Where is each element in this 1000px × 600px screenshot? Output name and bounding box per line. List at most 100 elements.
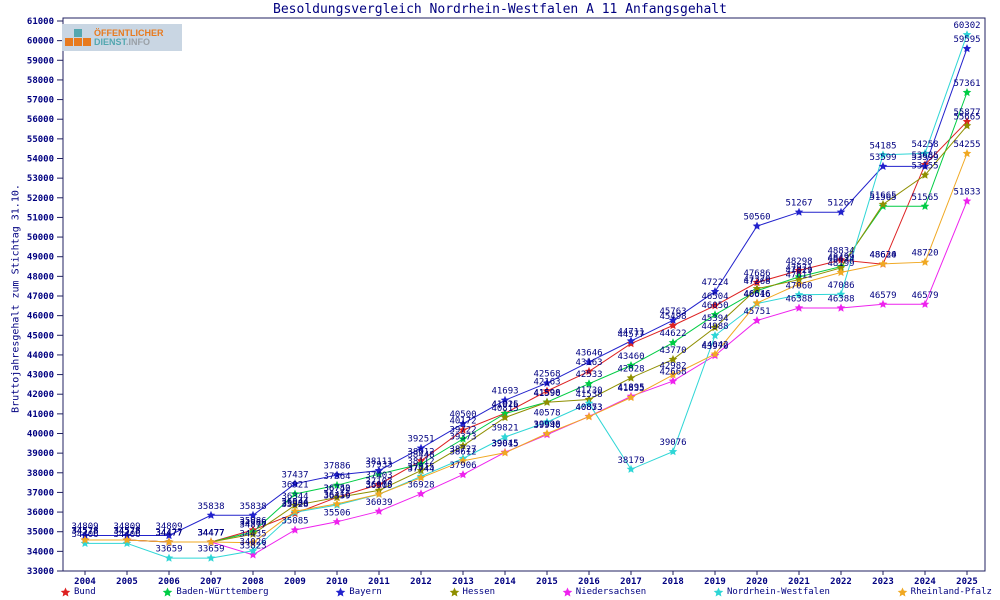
data-point xyxy=(626,361,636,370)
legend-item-hessen: Hessen xyxy=(449,587,495,598)
data-point-label: 39251 xyxy=(407,435,434,445)
data-point-label: 34477 xyxy=(155,528,182,538)
data-point xyxy=(668,376,678,385)
y-tick-label: 61000 xyxy=(27,17,54,27)
data-point-label: 34578 xyxy=(71,527,98,537)
data-point-label: 53155 xyxy=(911,162,938,172)
data-point-label: 37815 xyxy=(407,463,434,473)
x-tick-label: 2024 xyxy=(914,577,936,587)
series-labels-bayern: 34809 34809 34809 35838 35838 37437 37886 38111… xyxy=(71,35,980,532)
data-point-label: 39045 xyxy=(491,439,518,449)
legend-item-niedersachsen: Niedersachsen xyxy=(562,587,646,598)
data-point-label: 38448 xyxy=(407,450,434,460)
data-point xyxy=(374,506,384,515)
data-point-label: 35085 xyxy=(281,517,308,527)
logo-text: ÖFFENTLICHER DIENST.INFO xyxy=(94,27,164,47)
y-tick-label: 53000 xyxy=(27,174,54,184)
data-point xyxy=(584,379,594,388)
data-point-label: 40853 xyxy=(575,403,602,413)
data-point xyxy=(374,480,384,489)
data-point-label: 37403 xyxy=(365,471,392,481)
data-point-label: 34809 xyxy=(155,522,182,532)
data-point-label: 36750 xyxy=(323,484,350,494)
y-tick-label: 57000 xyxy=(27,96,54,106)
data-point-label: 37906 xyxy=(449,461,476,471)
y-axis-label: Bruttojahresgehalt zum Stichtag 31.10. xyxy=(10,184,22,413)
data-point xyxy=(500,413,510,422)
data-point-label: 51267 xyxy=(785,199,812,209)
data-point-label: 40172 xyxy=(449,417,476,427)
data-point xyxy=(668,354,678,364)
data-point-label: 42163 xyxy=(533,378,560,388)
data-point-label: 47370 xyxy=(743,275,770,285)
data-point-label: 46388 xyxy=(827,295,854,305)
data-point-label: 41598 xyxy=(533,389,560,399)
data-point-label: 47268 xyxy=(743,277,770,287)
data-point-label: 46050 xyxy=(701,301,728,311)
data-point-label: 34477 xyxy=(197,528,224,538)
data-point xyxy=(584,398,594,407)
legend-item-nordrhein-westfalen: Nordrhein-Westfalen xyxy=(713,587,830,598)
data-point-label: 46504 xyxy=(701,292,728,302)
series-line-bayern xyxy=(85,48,968,536)
data-point xyxy=(500,432,510,441)
data-point-label: 51565 xyxy=(869,193,896,203)
data-point-label: 42568 xyxy=(533,370,560,380)
data-point xyxy=(962,88,972,97)
data-point-label: 53685 xyxy=(911,151,938,161)
data-point xyxy=(374,469,384,478)
legend-item-rheinland-pfalz: Rheinland-Pfalz xyxy=(897,587,992,598)
data-point xyxy=(332,493,342,502)
site-logo[interactable]: ÖFFENTLICHER DIENST.INFO xyxy=(62,24,182,51)
data-point-label: 41026 xyxy=(491,400,518,410)
y-tick-label: 49000 xyxy=(27,253,54,263)
data-point-label: 48298 xyxy=(785,257,812,267)
data-point-label: 35986 xyxy=(281,499,308,509)
y-tick-label: 56000 xyxy=(27,115,54,125)
data-point xyxy=(500,395,510,404)
data-point xyxy=(542,429,552,438)
data-point xyxy=(122,538,132,547)
data-point xyxy=(584,366,594,375)
data-point-label: 34477 xyxy=(155,528,182,538)
x-tick-label: 2020 xyxy=(746,577,768,587)
data-point xyxy=(752,284,762,293)
data-point xyxy=(710,301,720,310)
data-point-label: 41730 xyxy=(575,386,602,396)
data-point-label: 36359 xyxy=(323,492,350,502)
data-point-label: 54258 xyxy=(911,140,938,150)
y-tick-label: 60000 xyxy=(27,37,54,47)
data-point-label: 55877 xyxy=(953,108,980,118)
y-tick-label: 44000 xyxy=(27,351,54,361)
data-point-label: 34877 xyxy=(239,521,266,531)
data-point-label: 36905 xyxy=(365,481,392,491)
x-tick-label: 2022 xyxy=(830,577,852,587)
data-point-label: 34578 xyxy=(113,527,140,537)
data-point-label: 38179 xyxy=(617,456,644,466)
data-point xyxy=(458,419,468,428)
series-line-nordrhein-westfalen xyxy=(85,34,968,559)
y-tick-label: 46000 xyxy=(27,312,54,322)
data-point-label: 39373 xyxy=(449,432,476,442)
data-point-label: 38112 xyxy=(407,457,434,467)
series-points-hessen xyxy=(80,121,972,546)
data-point-label: 35928 xyxy=(281,500,308,510)
data-point xyxy=(626,393,636,402)
data-point xyxy=(920,148,930,158)
data-point xyxy=(332,499,342,508)
data-point-label: 51565 xyxy=(911,193,938,203)
data-point-label: 46646 xyxy=(743,289,770,299)
x-tick-label: 2021 xyxy=(788,577,810,587)
data-point xyxy=(290,479,300,488)
data-point-label: 34406 xyxy=(71,530,98,540)
data-point xyxy=(416,466,426,475)
data-point-label: 34578 xyxy=(113,527,140,537)
data-point-label: 36416 xyxy=(323,490,350,500)
data-point xyxy=(836,255,846,264)
data-point xyxy=(962,196,972,205)
data-point xyxy=(962,44,972,53)
data-point-label: 37437 xyxy=(281,470,308,480)
data-point-label: 34578 xyxy=(113,527,140,537)
data-point-label: 46579 xyxy=(869,291,896,301)
data-point-label: 60302 xyxy=(953,21,980,31)
